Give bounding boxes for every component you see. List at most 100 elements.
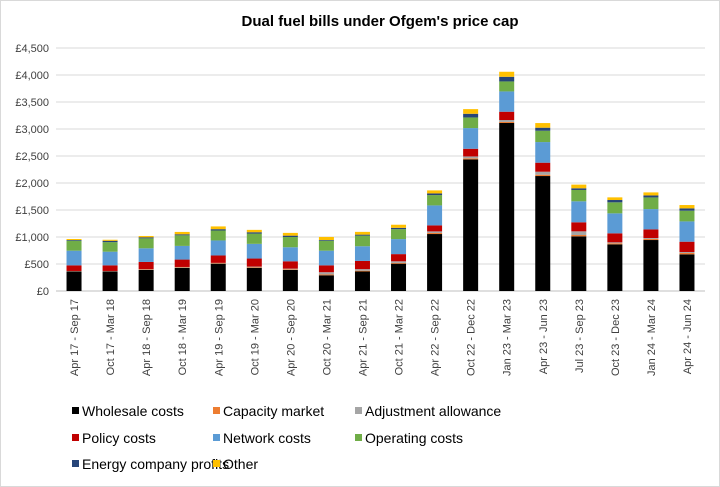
x-tick-label: Apr 19 - Sep 19 — [213, 299, 225, 376]
x-tick-label: Oct 22 - Dec 22 — [466, 299, 478, 376]
bar-segment-operating-costs — [102, 242, 118, 252]
x-tick-label: Apr 18 - Sep 18 — [141, 299, 153, 376]
x-tick-label: Oct 23 - Dec 23 — [610, 299, 622, 376]
legend-swatch — [72, 407, 79, 414]
bar-segment-wholesale-costs — [282, 269, 298, 291]
bar-segment-adjustment-allowance — [571, 231, 587, 236]
bar-segment-operating-costs — [463, 117, 479, 129]
bar-segment-policy-costs — [679, 241, 695, 253]
bar-segment-adjustment-allowance — [427, 231, 443, 233]
bar-segment-other — [463, 109, 479, 114]
bar-segment-energy-company-profits — [535, 127, 551, 131]
bar-segment-energy-company-profits — [210, 229, 226, 231]
bar-segment-other — [174, 231, 190, 235]
bar-segment-operating-costs — [246, 233, 262, 244]
bar-segment-network-costs — [210, 240, 226, 256]
legend-label: Energy company profits — [82, 456, 229, 472]
bar-segment-capacity-market — [174, 267, 190, 268]
bar-segment-network-costs — [643, 209, 659, 230]
bar-segment-operating-costs — [66, 240, 82, 251]
legend-label: Other — [223, 456, 258, 472]
x-tick-label: Oct 20 - Mar 21 — [321, 299, 333, 375]
bar-segment-policy-costs — [499, 111, 515, 121]
bar-segment-policy-costs — [246, 258, 262, 267]
bar-segment-energy-company-profits — [499, 76, 515, 82]
bar-segment-policy-costs — [463, 148, 479, 157]
bar-segment-network-costs — [174, 245, 190, 260]
bar-segment-operating-costs — [210, 230, 226, 241]
bar-segment-operating-costs — [354, 235, 370, 247]
bar-segment-capacity-market — [607, 243, 623, 245]
bar-segment-adjustment-allowance — [354, 269, 370, 271]
bar-segment-wholesale-costs — [643, 240, 659, 291]
bar-segment-policy-costs — [427, 225, 443, 232]
bar-segment-capacity-market — [535, 174, 551, 177]
bar-segment-other — [571, 184, 587, 189]
bar-segment-adjustment-allowance — [679, 252, 695, 253]
bar-segment-policy-costs — [354, 260, 370, 270]
bar-segment-wholesale-costs — [679, 254, 695, 291]
bar-segment-energy-company-profits — [66, 240, 82, 241]
bar-segment-capacity-market — [318, 274, 334, 276]
bar-segment-wholesale-costs — [499, 123, 515, 291]
bar-segment-policy-costs — [607, 233, 623, 243]
bar-segment-wholesale-costs — [246, 267, 262, 291]
bar-segment-operating-costs — [282, 237, 298, 248]
bar-segment-other — [499, 71, 515, 77]
bar-segment-network-costs — [463, 128, 479, 149]
bar-segment-network-costs — [427, 205, 443, 226]
bar-segment-wholesale-costs — [354, 271, 370, 291]
bar-segment-operating-costs — [427, 195, 443, 206]
bar-segment-adjustment-allowance — [535, 171, 551, 175]
bar-segment-energy-company-profits — [463, 113, 479, 118]
bar-segment-other — [318, 236, 334, 241]
bar-segment-capacity-market — [499, 121, 515, 124]
bar-segment-capacity-market — [679, 252, 695, 255]
bar-segment-wholesale-costs — [607, 244, 623, 291]
legend-label: Capacity market — [223, 403, 324, 419]
bar-segment-energy-company-profits — [607, 200, 623, 203]
bar-segment-wholesale-costs — [391, 263, 407, 291]
bar-segment-operating-costs — [318, 240, 334, 251]
y-tick-label: £2,000 — [15, 178, 49, 190]
bar-segment-capacity-market — [391, 262, 407, 264]
bar-segment-other — [210, 226, 226, 230]
bar-segment-other — [643, 192, 659, 196]
bar-segment-network-costs — [391, 239, 407, 255]
bar-segment-network-costs — [679, 221, 695, 242]
chart-title: Dual fuel bills under Ofgem's price cap — [242, 13, 519, 30]
legend-swatch — [213, 460, 220, 467]
bar-segment-energy-company-profits — [571, 188, 587, 190]
bar-segment-other — [246, 229, 262, 233]
bar-segment-network-costs — [318, 250, 334, 266]
bar-segment-wholesale-costs — [535, 176, 551, 291]
bar-segment-capacity-market — [571, 235, 587, 237]
bar-segment-policy-costs — [210, 255, 226, 263]
bar-segment-network-costs — [607, 213, 623, 234]
bar-segment-energy-company-profits — [318, 240, 334, 241]
bar-segment-wholesale-costs — [138, 269, 154, 291]
bar-segment-operating-costs — [499, 81, 515, 92]
bar-segment-adjustment-allowance — [246, 266, 262, 268]
legend-label: Wholesale costs — [82, 403, 184, 419]
bar-segment-network-costs — [246, 243, 262, 259]
legend-swatch — [213, 407, 220, 414]
bar-segment-network-costs — [102, 251, 118, 266]
bar-segment-network-costs — [66, 250, 82, 266]
bar-segment-energy-company-profits — [679, 208, 695, 211]
bar-segment-adjustment-allowance — [499, 120, 515, 122]
bar-segment-network-costs — [138, 248, 154, 262]
bar-segment-operating-costs — [535, 130, 551, 143]
bar-segment-other — [391, 224, 407, 228]
bar-segment-policy-costs — [571, 222, 587, 232]
bar-segment-capacity-market — [463, 158, 479, 160]
y-tick-label: £4,000 — [15, 70, 49, 82]
legend-swatch — [72, 434, 79, 441]
legend-swatch — [72, 460, 79, 467]
y-tick-label: £3,000 — [15, 124, 49, 136]
bar-segment-capacity-market — [246, 267, 262, 268]
bar-segment-wholesale-costs — [463, 159, 479, 291]
bar-segment-wholesale-costs — [210, 263, 226, 291]
legend-swatch — [355, 434, 362, 441]
